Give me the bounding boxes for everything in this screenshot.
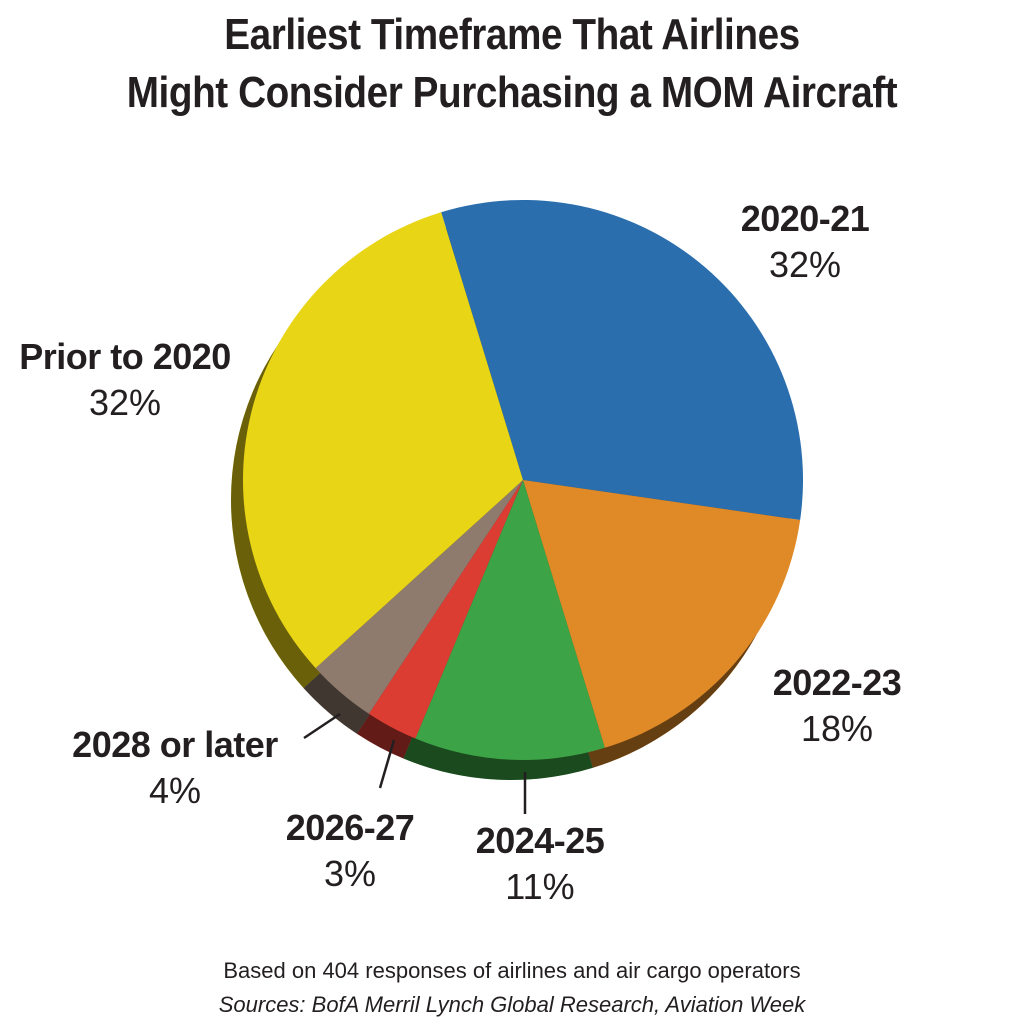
chart-title: Earliest Timeframe That Airlines Might C… <box>61 6 962 122</box>
slice-label-2022-23: 2022-23 18% <box>737 660 937 752</box>
slice-label-prior-to-2020: Prior to 2020 32% <box>0 334 250 426</box>
pie-slice-2020-21 <box>441 199 804 520</box>
slice-label-2028-or-later: 2028 or later 4% <box>40 722 310 814</box>
slice-value-2024-25: 11% <box>505 866 575 907</box>
slice-value-2022-23: 18% <box>800 708 874 749</box>
slice-value-prior-to-2020: 32% <box>88 382 162 423</box>
pie-slice-2024-25 <box>415 480 605 761</box>
slice-label-2020-21: 2020-21 32% <box>700 196 910 288</box>
sources-note: Sources: BofA Merril Lynch Global Resear… <box>218 992 806 1017</box>
pie-slice-prior-to-2020 <box>242 212 523 669</box>
chart-title-line-2: Might Consider Purchasing a MOM Aircraft <box>126 68 898 117</box>
slice-name-2028-or-later: 2028 or later <box>72 724 278 765</box>
slice-name-2022-23: 2022-23 <box>772 662 902 703</box>
slice-name-2024-25: 2024-25 <box>475 820 605 861</box>
leader-lines <box>303 712 527 814</box>
slice-label-2026-27: 2026-27 3% <box>250 805 450 897</box>
slice-name-2020-21: 2020-21 <box>740 198 870 239</box>
leader-line-2028-or-later <box>303 712 341 740</box>
slice-value-2028-or-later: 4% <box>148 770 202 811</box>
pie-slice-2028-or-later <box>315 480 523 714</box>
pie-slice-2026-27 <box>368 480 523 739</box>
slice-value-2020-21: 32% <box>768 244 842 285</box>
pie-slice-2022-23 <box>523 480 801 748</box>
slice-name-2026-27: 2026-27 <box>285 807 415 848</box>
slice-label-2024-25: 2024-25 11% <box>440 818 640 910</box>
pie-slices <box>242 199 804 761</box>
leader-line-2026-27 <box>378 739 396 789</box>
chart-title-line-1: Earliest Timeframe That Airlines <box>224 10 800 59</box>
footnote: Based on 404 responses of airlines and a… <box>223 958 801 983</box>
slice-name-prior-to-2020: Prior to 2020 <box>19 336 231 377</box>
slice-value-2026-27: 3% <box>323 853 377 894</box>
